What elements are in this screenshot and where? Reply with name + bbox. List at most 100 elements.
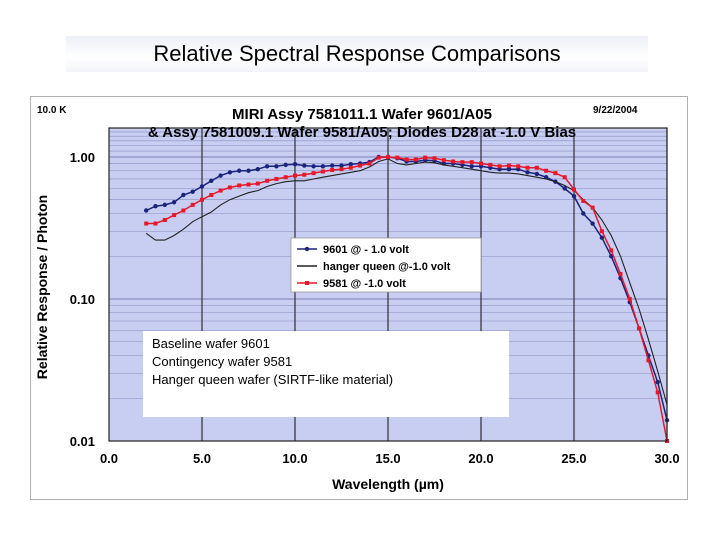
series-point-1 <box>181 192 186 198</box>
series-point-1 <box>330 163 335 168</box>
series-point-3 <box>265 178 270 183</box>
series-point-3 <box>376 155 381 160</box>
series-point-1 <box>590 221 595 226</box>
axes <box>108 127 668 442</box>
series-point-3 <box>562 175 567 180</box>
series-point-1 <box>655 379 660 385</box>
series-point-1 <box>218 173 223 178</box>
series-point-3 <box>497 164 502 169</box>
series-point-3 <box>609 248 614 253</box>
series-point-3 <box>320 169 325 174</box>
spectral-response-chart: 0.0 5.0 10.0 15.0 20.0 25.0 30.0 1.00 0.10 0.01 1… <box>34 105 680 492</box>
x-tick-label: 15.0 <box>375 451 400 466</box>
series-point-3 <box>227 185 232 190</box>
series-point-1 <box>264 164 270 169</box>
chart-frame: 0.0 5.0 10.0 15.0 20.0 25.0 30.0 1.00 0.10 0.01 1… <box>30 96 688 500</box>
y-tick-label: 1.00 <box>70 150 95 165</box>
series-point-3 <box>646 358 651 363</box>
legend-label-1: 9601 @ - 1.0 volt <box>323 244 409 256</box>
series-point-3 <box>506 163 511 168</box>
series-point-3 <box>283 175 288 180</box>
series-point-1 <box>311 164 316 169</box>
series-point-3 <box>544 168 549 173</box>
series-point-3 <box>339 167 344 172</box>
series-point-3 <box>330 167 335 172</box>
series-point-1 <box>144 208 149 213</box>
series-point-3 <box>311 171 316 176</box>
series-point-3 <box>572 187 576 192</box>
series-point-1 <box>302 163 307 168</box>
series-point-3 <box>525 165 530 170</box>
series-point-3 <box>181 208 186 213</box>
plot-border <box>108 127 668 442</box>
chart-subtitle: & Assy 7581009.1 Wafer 9581/A05; Diodes … <box>148 124 576 141</box>
series-point-3 <box>432 156 437 161</box>
y-axis-label: Relative Response / Photon <box>34 195 50 379</box>
x-tick-label: 25.0 <box>561 451 586 466</box>
chart-title: MIRI Assy 7581011.1 Wafer 9601/A05 <box>232 106 492 123</box>
series-point-3 <box>162 217 167 222</box>
series-point-1 <box>237 168 242 173</box>
series-point-3 <box>590 205 595 210</box>
series-point-3 <box>274 176 279 181</box>
series-point-3 <box>599 229 604 234</box>
series-point-1 <box>581 211 586 216</box>
series-point-3 <box>553 171 558 176</box>
series-point-3 <box>348 165 353 170</box>
tick-labels: 0.0 5.0 10.0 15.0 20.0 25.0 30.0 1.00 0.10 0.01 <box>70 150 680 466</box>
series-point-3 <box>441 158 446 163</box>
series-point-3 <box>172 213 177 218</box>
series-point-3 <box>255 181 260 186</box>
chart-labels: 10.0 K 9/22/2004 MIRI Assy 7581011.1 Wafer… <box>34 105 638 492</box>
series-point-1 <box>227 170 233 175</box>
x-tick-label: 5.0 <box>193 451 211 466</box>
x-tick-label: 30.0 <box>654 451 679 466</box>
note-hanger-queen: Hanger queen wafer (SIRTF-like material) <box>152 372 394 387</box>
series-point-3 <box>200 197 204 202</box>
legend-label-3: 9581 @ -1.0 volt <box>323 278 406 290</box>
series-point-1 <box>525 170 530 175</box>
notes-box: Baseline wafer 9601 Contingency wafer 95… <box>143 331 509 417</box>
series-point-1 <box>209 178 214 183</box>
series-point-3 <box>293 173 297 178</box>
x-tick-label: 0.0 <box>100 451 118 466</box>
note-contingency: Contingency wafer 9581 <box>152 354 293 369</box>
series-point-3 <box>423 155 428 160</box>
series-point-3 <box>404 157 409 162</box>
series-point-3 <box>534 165 539 170</box>
x-tick-label: 20.0 <box>468 451 493 466</box>
series-point-1 <box>320 164 326 169</box>
series-point-1 <box>534 171 539 177</box>
series-point-3 <box>358 163 363 168</box>
series-point-1 <box>199 184 205 189</box>
series-point-3 <box>237 183 242 188</box>
series-point-3 <box>302 172 307 177</box>
legend: 9601 @ - 1.0 volt hanger queen @-1.0 volt… <box>290 237 482 293</box>
series-point-1 <box>469 164 474 169</box>
series-point-3 <box>460 160 465 165</box>
series-point-3 <box>627 296 632 301</box>
series-point-3 <box>479 161 483 166</box>
y-tick-label: 0.10 <box>70 292 95 307</box>
legend-box <box>290 237 482 293</box>
series-point-1 <box>153 204 158 209</box>
series-point-3 <box>469 160 474 165</box>
series-point-3 <box>395 155 400 160</box>
series-point-1 <box>283 162 288 168</box>
series-point-3 <box>246 182 251 187</box>
series-point-3 <box>516 164 521 169</box>
series-point-1 <box>292 161 298 167</box>
series-point-3 <box>413 157 418 162</box>
y-tick-label: 0.01 <box>70 434 95 449</box>
series-point-1 <box>599 235 605 240</box>
series-point-3 <box>655 390 660 395</box>
slide-title: Relative Spectral Response Comparisons <box>66 36 648 72</box>
x-axis-label: Wavelength (µm) <box>332 476 444 492</box>
series-point-3 <box>190 202 195 207</box>
series-point-1 <box>506 167 512 172</box>
series-point-3 <box>618 271 623 276</box>
series-point-1 <box>190 189 195 194</box>
series-layer <box>144 154 670 443</box>
note-baseline: Baseline wafer 9601 <box>152 336 270 351</box>
series-point-1 <box>274 164 279 169</box>
